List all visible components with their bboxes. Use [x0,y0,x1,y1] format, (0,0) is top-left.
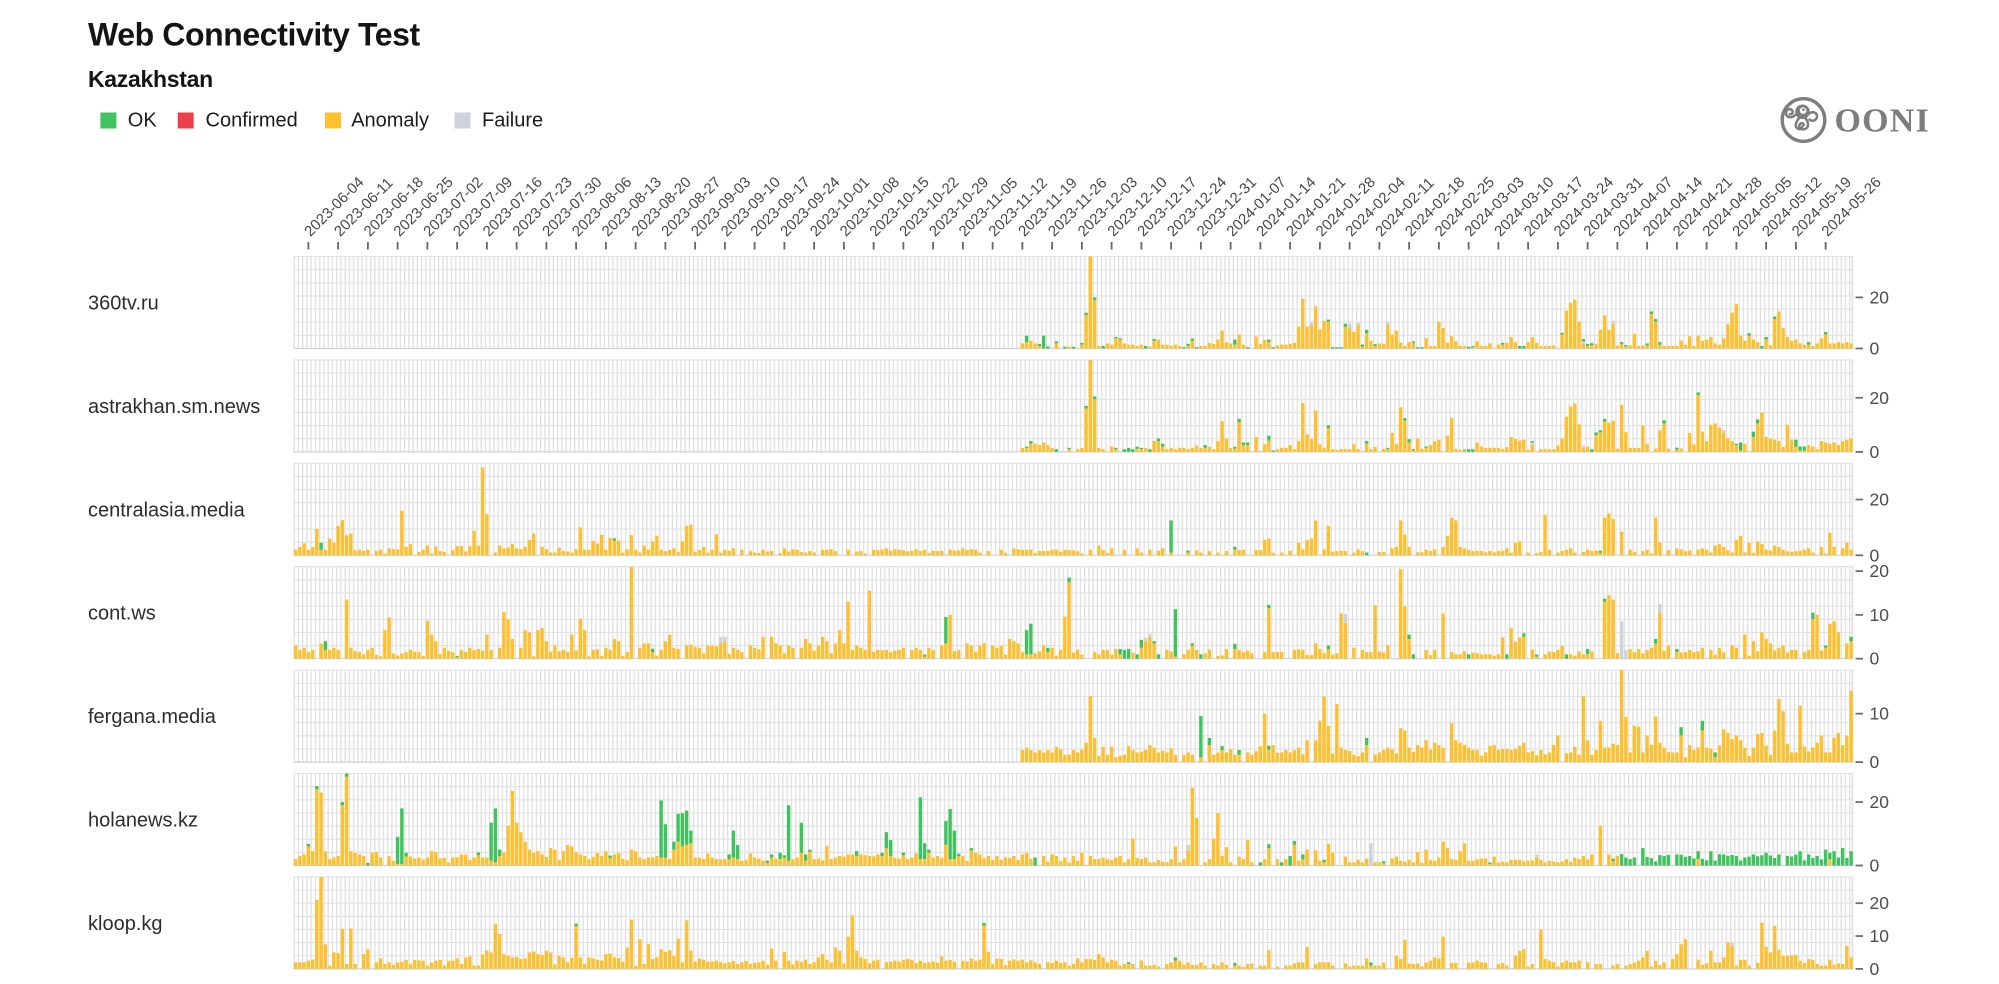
svg-text:Anomaly: Anomaly [351,110,429,132]
svg-text:360tv.ru: 360tv.ru [88,293,159,315]
svg-text:0: 0 [1870,545,1880,565]
svg-text:Failure: Failure [482,110,543,132]
svg-text:10: 10 [1870,605,1890,625]
svg-text:kloop.kg: kloop.kg [88,913,163,935]
svg-text:0: 0 [1870,339,1880,359]
svg-text:20: 20 [1870,792,1890,812]
svg-text:0: 0 [1870,856,1880,876]
svg-text:20: 20 [1870,893,1890,913]
svg-text:OONI: OONI [1835,103,1930,140]
svg-text:20: 20 [1870,490,1890,510]
svg-text:holanews.kz: holanews.kz [88,810,198,832]
svg-text:10: 10 [1870,926,1890,946]
svg-text:20: 20 [1870,388,1890,408]
svg-text:0: 0 [1870,959,1880,979]
svg-text:OK: OK [128,110,158,132]
svg-text:fergana.media: fergana.media [88,706,217,728]
svg-text:0: 0 [1870,442,1880,462]
svg-text:centralasia.media: centralasia.media [88,499,246,521]
svg-text:20: 20 [1870,561,1890,581]
svg-text:Kazakhstan: Kazakhstan [88,66,213,92]
svg-text:Confirmed: Confirmed [206,110,298,132]
svg-text:Web Connectivity Test: Web Connectivity Test [88,17,421,53]
svg-text:0: 0 [1870,649,1880,669]
svg-text:10: 10 [1870,704,1890,724]
svg-text:cont.ws: cont.ws [88,603,156,625]
svg-text:20: 20 [1870,287,1890,307]
svg-text:0: 0 [1870,752,1880,772]
svg-text:astrakhan.sm.news: astrakhan.sm.news [88,396,260,418]
